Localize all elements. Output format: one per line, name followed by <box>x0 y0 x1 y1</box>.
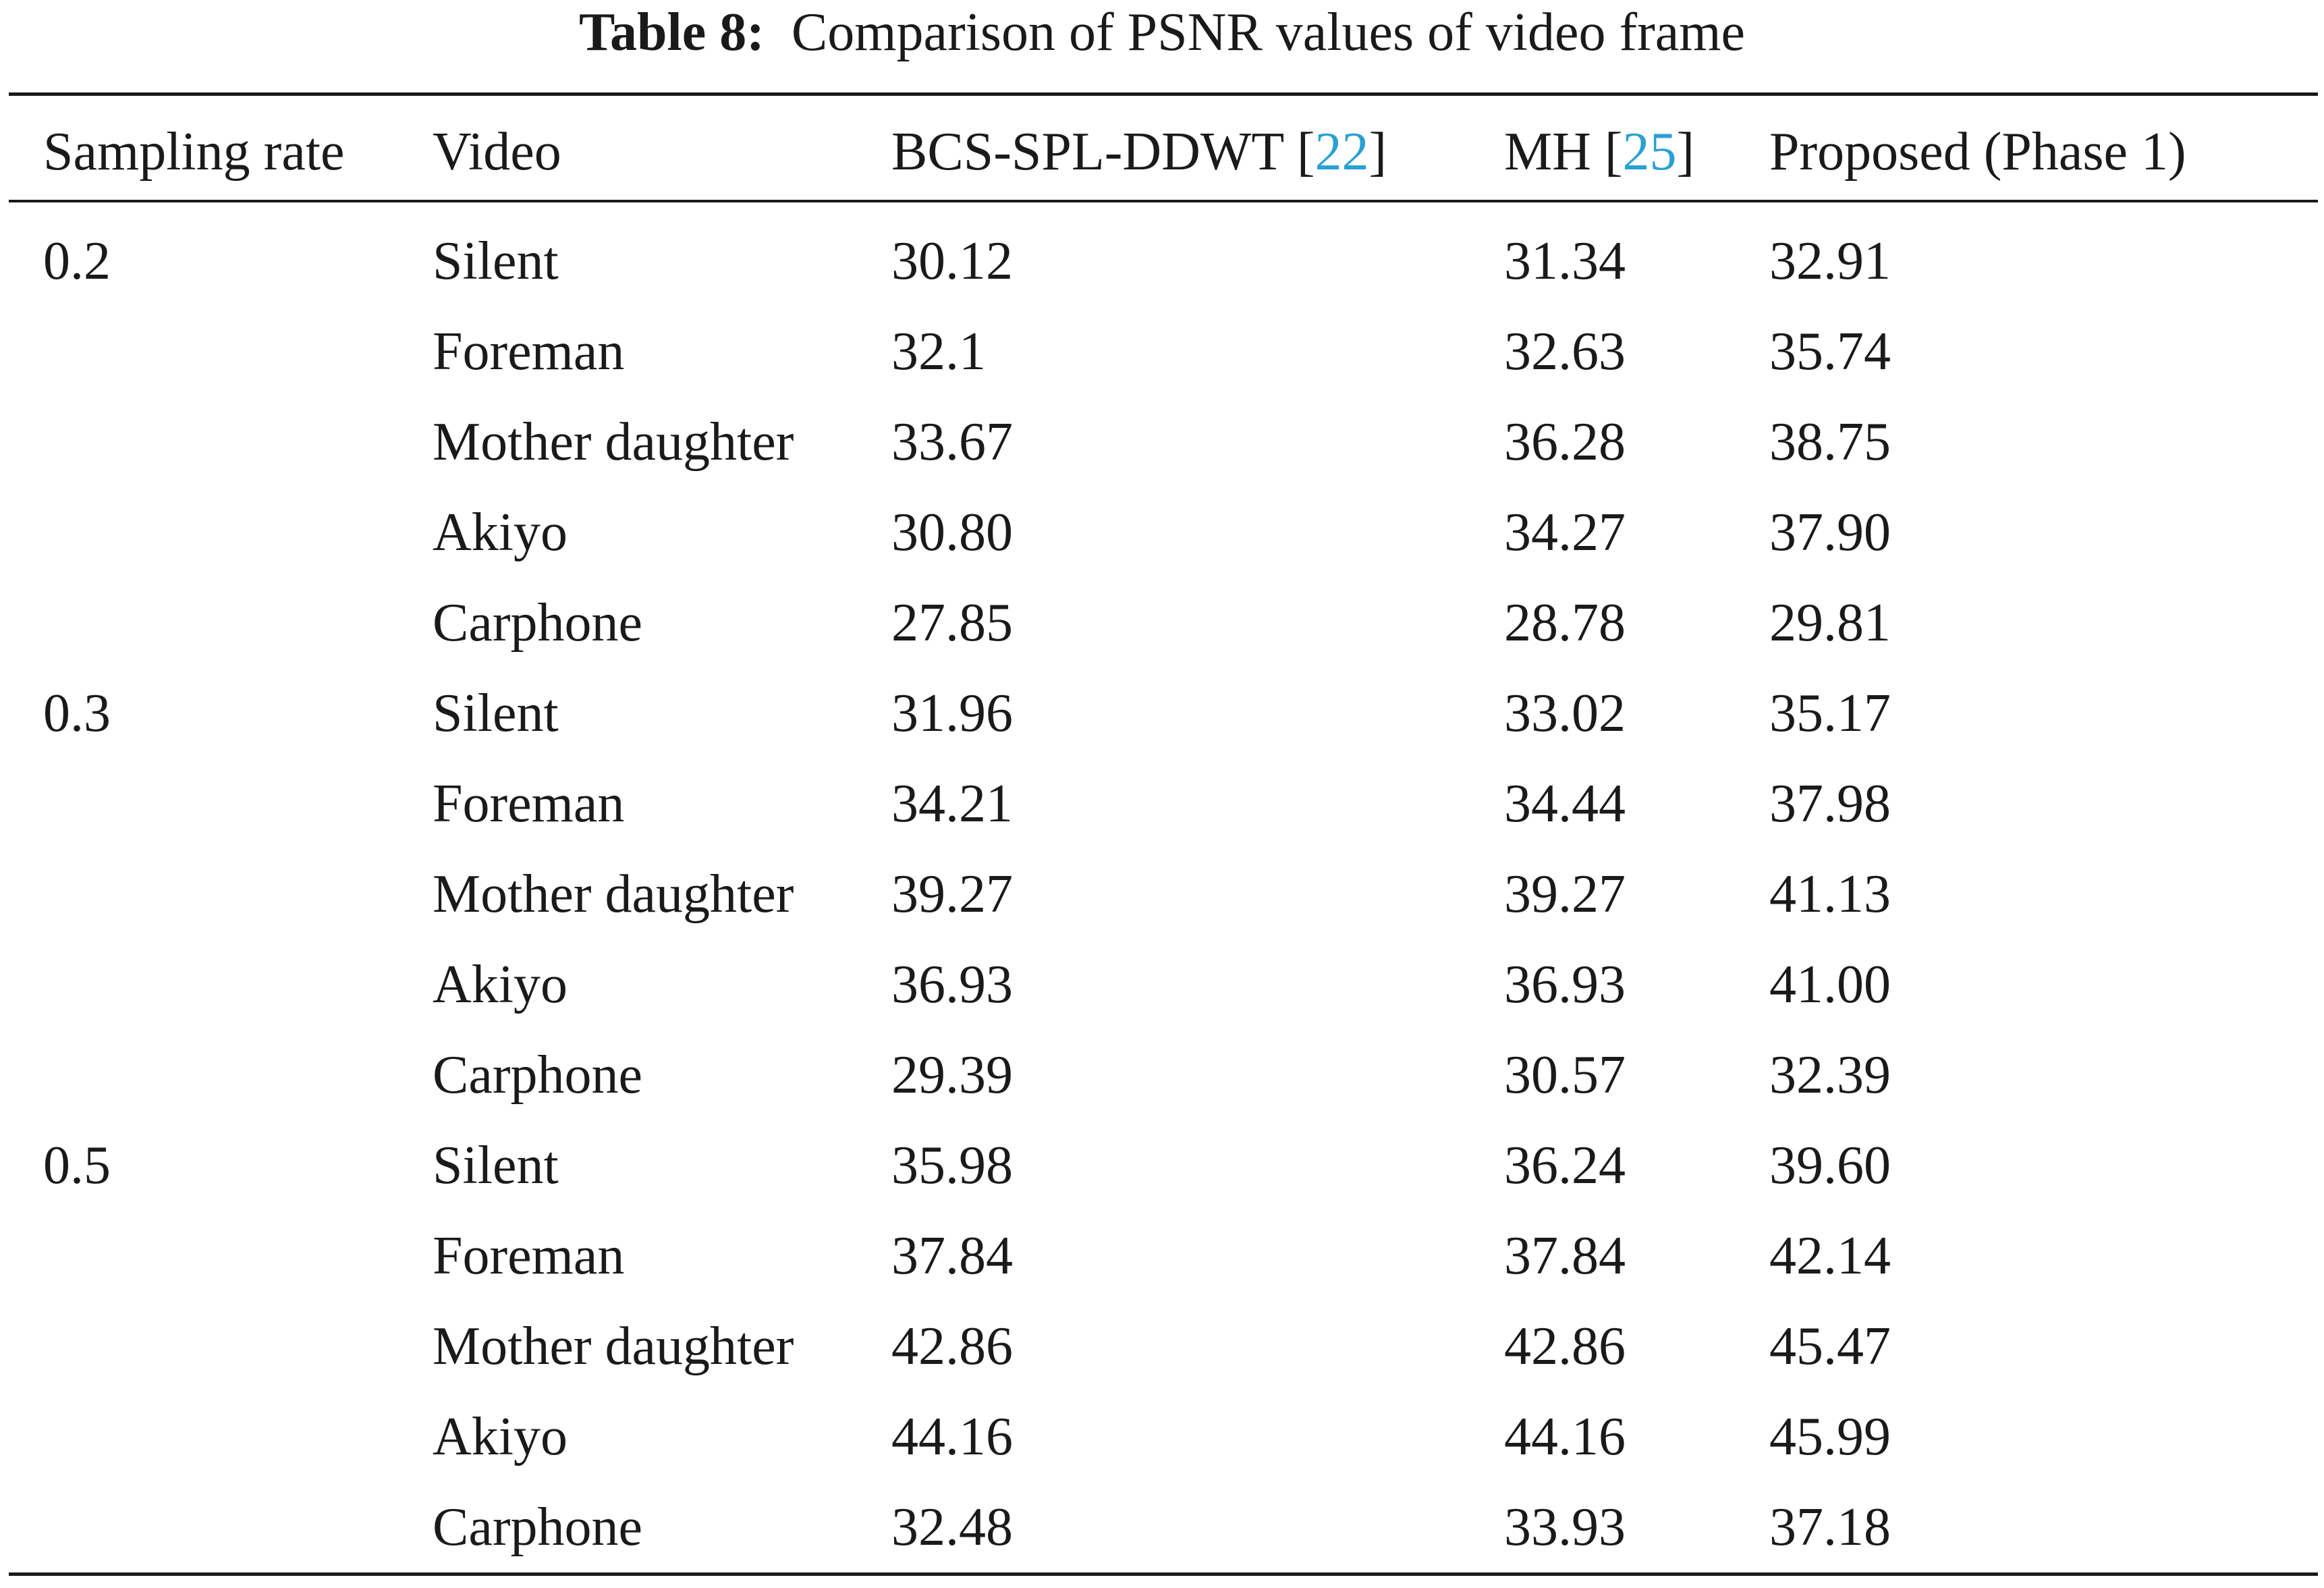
mh-value-cell: 34.27 <box>1504 503 1626 562</box>
video-cell: Foreman <box>433 1226 625 1286</box>
mh-value-cell: 33.02 <box>1504 684 1626 743</box>
bcs-value-cell: 44.16 <box>891 1407 1013 1467</box>
table-row: Foreman 34.21 34.44 37.98 <box>0 759 2324 849</box>
video-cell: Silent <box>433 231 559 291</box>
table-row: Akiyo 44.16 44.16 45.99 <box>0 1392 2324 1482</box>
header-proposed: Proposed (Phase 1) <box>1769 122 2186 182</box>
proposed-value-cell: 37.98 <box>1769 774 1891 833</box>
bcs-value-cell: 33.67 <box>891 412 1013 472</box>
bottom-rule <box>9 1572 2318 1576</box>
mh-value-cell: 31.34 <box>1504 231 1626 291</box>
proposed-value-cell: 45.47 <box>1769 1317 1891 1376</box>
table-row: Carphone 27.85 28.78 29.81 <box>0 578 2324 668</box>
proposed-value-cell: 29.81 <box>1769 593 1891 653</box>
video-cell: Mother daughter <box>433 1317 794 1376</box>
proposed-value-cell: 45.99 <box>1769 1407 1891 1467</box>
bcs-value-cell: 34.21 <box>891 774 1013 833</box>
video-cell: Silent <box>433 1136 559 1195</box>
mh-value-cell: 36.24 <box>1504 1136 1626 1195</box>
bcs-value-cell: 29.39 <box>891 1045 1013 1105</box>
video-cell: Mother daughter <box>433 865 794 924</box>
proposed-value-cell: 37.90 <box>1769 503 1891 562</box>
table-title: Comparison of PSNR values of video frame <box>791 3 1745 62</box>
proposed-value-cell: 39.60 <box>1769 1136 1891 1195</box>
bracket-close: ] <box>1368 122 1387 182</box>
proposed-value-cell: 38.75 <box>1769 412 1891 472</box>
proposed-value-cell: 41.13 <box>1769 865 1891 924</box>
header-sampling-rate: Sampling rate <box>43 122 345 182</box>
bcs-value-cell: 30.80 <box>891 503 1013 562</box>
video-cell: Carphone <box>433 593 643 653</box>
bcs-value-cell: 27.85 <box>891 593 1013 653</box>
header-mh: MH [25] <box>1504 115 1694 189</box>
table-row: 0.3 Silent 31.96 33.02 35.17 <box>0 668 2324 759</box>
bcs-value-cell: 32.1 <box>891 322 986 381</box>
proposed-value-cell: 32.91 <box>1769 231 1891 291</box>
video-cell: Carphone <box>433 1045 643 1105</box>
table-row: Mother daughter 39.27 39.27 41.13 <box>0 849 2324 939</box>
proposed-value-cell: 37.18 <box>1769 1498 1891 1557</box>
proposed-value-cell: 41.00 <box>1769 955 1891 1014</box>
header-bcs-spl-ddwt: BCS-SPL-DDWT [22] <box>891 115 1387 189</box>
mh-value-cell: 33.93 <box>1504 1498 1626 1557</box>
mh-value-cell: 39.27 <box>1504 865 1626 924</box>
bcs-value-cell: 30.12 <box>891 231 1013 291</box>
table-row: Carphone 29.39 30.57 32.39 <box>0 1030 2324 1120</box>
mh-value-cell: 36.93 <box>1504 955 1626 1014</box>
table-row: 0.5 Silent 35.98 36.24 39.60 <box>0 1120 2324 1211</box>
bcs-value-cell: 31.96 <box>891 684 1013 743</box>
video-cell: Silent <box>433 684 559 743</box>
mh-value-cell: 37.84 <box>1504 1226 1626 1286</box>
mh-value-cell: 28.78 <box>1504 593 1626 653</box>
top-rule <box>9 92 2318 96</box>
mh-value-cell: 32.63 <box>1504 322 1626 381</box>
citation-link-25[interactable]: 25 <box>1622 122 1677 182</box>
table-label: Table 8: <box>578 3 765 62</box>
sampling-rate-cell: 0.3 <box>43 684 111 743</box>
bcs-value-cell: 32.48 <box>891 1498 1013 1557</box>
mh-value-cell: 36.28 <box>1504 412 1626 472</box>
header-rule <box>9 200 2318 202</box>
proposed-value-cell: 35.74 <box>1769 322 1891 381</box>
proposed-value-cell: 32.39 <box>1769 1045 1891 1105</box>
sampling-rate-cell: 0.2 <box>43 231 111 291</box>
table-row: Foreman 37.84 37.84 42.14 <box>0 1211 2324 1301</box>
bracket-close: ] <box>1676 122 1695 182</box>
video-cell: Carphone <box>433 1498 643 1557</box>
table-row: Foreman 32.1 32.63 35.74 <box>0 306 2324 397</box>
video-cell: Mother daughter <box>433 412 794 472</box>
sampling-rate-cell: 0.5 <box>43 1136 111 1195</box>
table-row: Mother daughter 33.67 36.28 38.75 <box>0 397 2324 487</box>
table-row: Mother daughter 42.86 42.86 45.47 <box>0 1301 2324 1392</box>
bcs-value-cell: 42.86 <box>891 1317 1013 1376</box>
bcs-value-cell: 37.84 <box>891 1226 1013 1286</box>
table-caption: Table 8: Comparison of PSNR values of vid… <box>0 0 2324 70</box>
video-cell: Akiyo <box>433 955 568 1014</box>
bcs-value-cell: 36.93 <box>891 955 1013 1014</box>
header-video: Video <box>433 122 561 182</box>
video-cell: Foreman <box>433 322 625 381</box>
video-cell: Foreman <box>433 774 625 833</box>
mh-value-cell: 42.86 <box>1504 1317 1626 1376</box>
table-row: Carphone 32.48 33.93 37.18 <box>0 1482 2324 1572</box>
bracket-open: [ <box>1283 122 1315 182</box>
bcs-value-cell: 39.27 <box>891 865 1013 924</box>
video-cell: Akiyo <box>433 1407 568 1467</box>
citation-link-22[interactable]: 22 <box>1315 122 1369 182</box>
bracket-open: [ <box>1590 122 1623 182</box>
proposed-value-cell: 42.14 <box>1769 1226 1891 1286</box>
table-row: 0.2 Silent 30.12 31.34 32.91 <box>0 216 2324 306</box>
video-cell: Akiyo <box>433 503 568 562</box>
proposed-value-cell: 35.17 <box>1769 684 1891 743</box>
mh-value-cell: 44.16 <box>1504 1407 1626 1467</box>
mh-value-cell: 34.44 <box>1504 774 1626 833</box>
mh-value-cell: 30.57 <box>1504 1045 1626 1105</box>
header-mh-name: MH <box>1504 122 1591 182</box>
header-bcs-name: BCS-SPL-DDWT <box>891 122 1283 182</box>
table-row: Akiyo 30.80 34.27 37.90 <box>0 487 2324 578</box>
table-row: Akiyo 36.93 36.93 41.00 <box>0 939 2324 1030</box>
bcs-value-cell: 35.98 <box>891 1136 1013 1195</box>
